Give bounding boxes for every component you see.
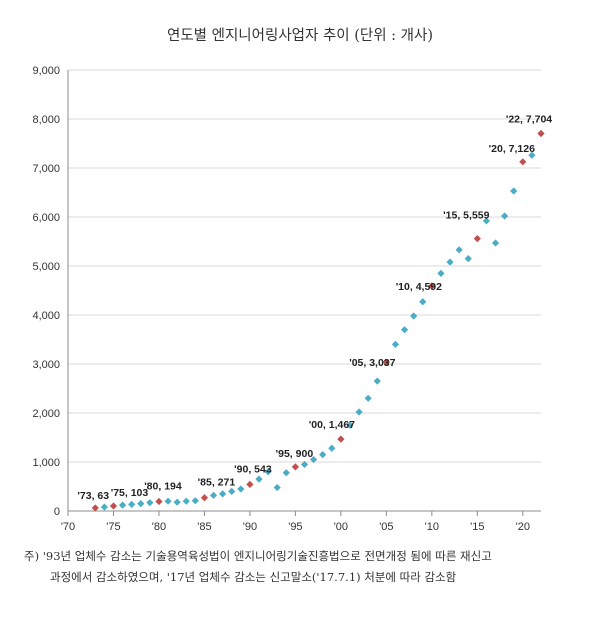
x-tick-label: '70 — [61, 521, 75, 533]
data-point — [191, 497, 199, 505]
data-point — [164, 497, 172, 505]
data-point — [173, 498, 181, 506]
data-point — [510, 187, 518, 195]
axes — [67, 70, 541, 516]
data-point — [455, 246, 463, 254]
data-point — [264, 468, 272, 476]
data-label: '22, 7,704 — [506, 114, 552, 126]
y-tick-label: 2,000 — [32, 408, 60, 420]
data-point — [219, 490, 227, 498]
highlighted-data-point — [337, 435, 345, 443]
data-label: '10, 4,592 — [396, 281, 442, 293]
chart-title: 연도별 엔지니어링사업자 추이 (단위 : 개사) — [166, 28, 434, 44]
data-labels: '73, 63'75, 103'80, 194 '85, 271 '90, 543 '… — [77, 114, 552, 502]
scatter-chart: 0 1,000 2,000 3,000 4,000 5,000 6,000 7,000 8,00… — [32, 65, 552, 533]
data-label: '20, 7,126 — [489, 143, 535, 155]
x-tick-label: '75 — [106, 521, 120, 533]
data-point — [146, 499, 154, 507]
data-point — [319, 451, 327, 459]
highlighted-data-point — [155, 497, 163, 506]
data-point — [309, 455, 318, 464]
x-tick-label: '00 — [334, 521, 348, 533]
x-tick-label: '05 — [379, 521, 393, 533]
y-tick-label: 8,000 — [32, 114, 60, 126]
y-tick-label: 9,000 — [32, 65, 60, 77]
y-tick-label: 3,000 — [32, 359, 60, 371]
data-point — [100, 503, 108, 511]
y-tick-label: 1,000 — [32, 457, 60, 469]
data-label: '73, 63 — [77, 490, 109, 502]
data-point — [364, 394, 372, 402]
data-point — [528, 151, 536, 159]
data-point — [282, 469, 290, 477]
data-point — [228, 487, 236, 495]
highlighted-data-point — [537, 129, 545, 138]
data-point — [482, 217, 491, 225]
highlighted-data-point — [246, 480, 254, 488]
data-label: '80, 194 — [144, 480, 182, 492]
highlighted-data-point — [291, 463, 300, 471]
highlighted-data-point — [91, 504, 99, 512]
x-tick-label: '15 — [470, 521, 484, 533]
data-point — [300, 460, 309, 469]
data-point — [118, 501, 127, 509]
y-tick-label: 6,000 — [32, 212, 60, 224]
data-point — [410, 312, 418, 320]
x-tick-label: '10 — [425, 521, 439, 533]
data-point — [373, 377, 381, 385]
data-point — [501, 212, 509, 220]
data-point — [273, 483, 281, 492]
gridlines — [68, 69, 541, 463]
data-point — [209, 491, 218, 499]
data-point — [391, 340, 400, 348]
data-point — [419, 298, 427, 306]
data-point — [237, 485, 245, 493]
highlighted-data-point — [109, 502, 118, 510]
data-point — [491, 239, 500, 247]
footnote-line-2: 과정에서 감소하였으며, '17년 업체수 감소는 신고말소('17.7.1) … — [50, 570, 457, 584]
tick-labels: 0 1,000 2,000 3,000 4,000 5,000 6,000 7,000 8,00… — [32, 65, 530, 533]
data-points — [91, 129, 545, 512]
data-point — [446, 258, 454, 266]
footnote: 주) '93년 업체수 감소는 기술용역육성법이 엔지니어링기술진흥법으로 전면… — [24, 546, 584, 588]
data-point — [128, 500, 136, 508]
highlighted-data-point — [473, 235, 481, 243]
footnote-line-1: 주) '93년 업체수 감소는 기술용역육성법이 엔지니어링기술진흥법으로 전면… — [24, 549, 492, 563]
data-label: '15, 5,559 — [443, 210, 489, 222]
data-point — [182, 497, 190, 505]
data-point — [437, 269, 445, 277]
data-label: '90, 543 — [234, 463, 272, 475]
highlighted-data-point — [519, 158, 527, 166]
x-tick-label: '90 — [243, 521, 257, 533]
data-point — [137, 500, 145, 508]
data-point — [255, 475, 263, 483]
x-tick-label: '80 — [152, 521, 166, 533]
data-label: '85, 271 — [198, 477, 236, 489]
x-tick-label: '20 — [516, 521, 530, 533]
data-label: '75, 103 — [111, 487, 149, 499]
data-point — [464, 255, 472, 263]
x-tick-label: '85 — [197, 521, 211, 533]
highlighted-data-point — [200, 494, 209, 502]
y-tick-label: 4,000 — [32, 310, 60, 322]
data-label: '00, 1,467 — [309, 419, 355, 431]
highlighted-data-point — [428, 282, 436, 290]
data-point — [346, 421, 354, 429]
data-point — [355, 408, 363, 416]
y-tick-label: 0 — [54, 506, 60, 518]
data-label: '05, 3,037 — [349, 357, 395, 369]
x-tick-label: '95 — [288, 521, 302, 533]
data-label: '95, 900 — [276, 448, 314, 460]
data-point — [328, 444, 336, 452]
data-point — [400, 326, 409, 334]
y-tick-label: 7,000 — [32, 163, 60, 175]
y-tick-label: 5,000 — [32, 261, 60, 273]
highlighted-data-point — [382, 358, 390, 366]
